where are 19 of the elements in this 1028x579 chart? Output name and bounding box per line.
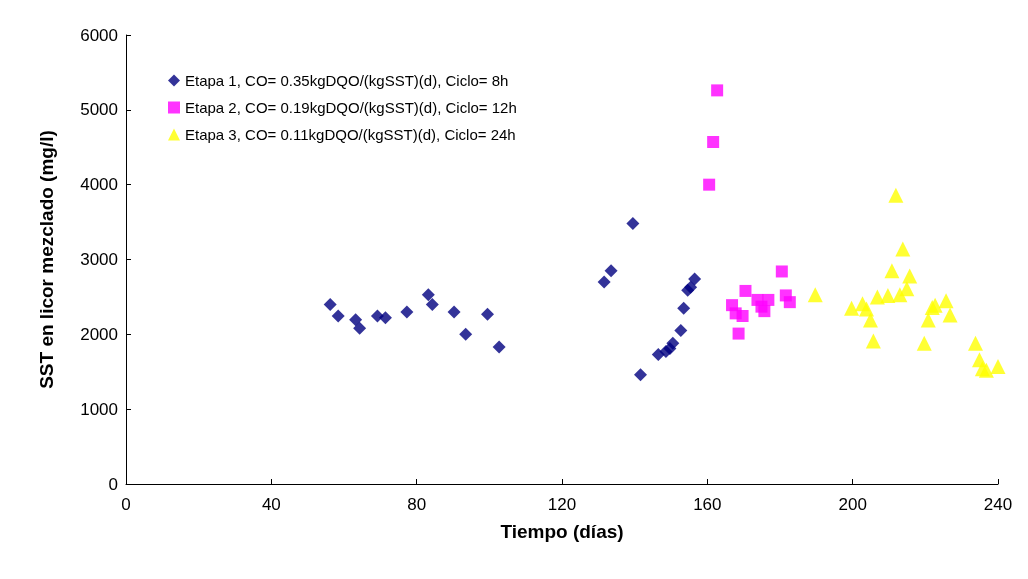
legend-label: Etapa 2, CO= 0.19kgDQO/(kgSST)(d), Ciclo= 12h (185, 99, 517, 116)
y-tick-label: 6000 (80, 25, 118, 45)
x-tick-label: 80 (407, 495, 427, 514)
y-axis-title: SST en licor mezclado (mg/l) (36, 130, 57, 389)
legend-label: Etapa 1, CO= 0.35kgDQO/(kgSST)(d), Ciclo= 8h (185, 72, 509, 89)
x-tick-label: 120 (547, 495, 577, 514)
x-tick-label: 200 (838, 495, 867, 514)
x-axis-title: Tiempo (días) (500, 521, 624, 542)
y-tick-label: 1000 (80, 399, 118, 419)
y-tick-label: 4000 (80, 175, 118, 195)
y-tick-label: 0 (108, 474, 118, 494)
y-tick-label: 2000 (80, 324, 118, 344)
y-tick-label: 3000 (80, 250, 118, 269)
x-tick-label: 0 (121, 495, 131, 514)
x-tick-label: 40 (261, 495, 281, 514)
legend-label: Etapa 3, CO= 0.11kgDQO/(kgSST)(d), Ciclo= 24h (185, 126, 516, 143)
x-tick-label: 160 (693, 495, 722, 514)
y-tick-label: 5000 (80, 100, 118, 120)
x-tick-label: 240 (983, 495, 1013, 514)
